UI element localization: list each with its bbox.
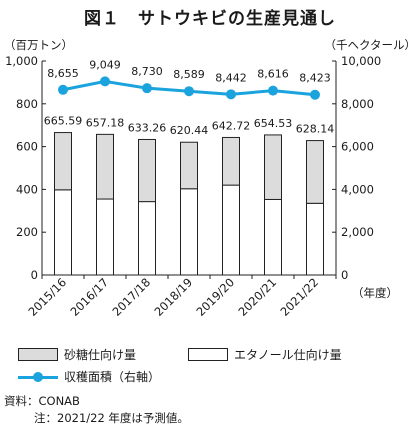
left-tick-label: 600 <box>16 140 38 154</box>
x-tick-label: 2018/19 <box>151 275 195 319</box>
bar-ethanol <box>222 184 240 276</box>
footnote: 注：2021/22 年度は予測値。 <box>34 411 189 425</box>
bar-ethanol <box>264 198 282 276</box>
left-tick-label: 1,000 <box>5 54 38 68</box>
area-point <box>58 84 68 95</box>
x-tick-label: 2021/22 <box>277 275 321 319</box>
area-value-label: 8,616 <box>257 68 289 81</box>
area-point <box>184 86 194 97</box>
sugar-swatch <box>18 348 58 361</box>
area-value-label: 8,442 <box>215 71 247 84</box>
area-point <box>310 89 320 100</box>
bar-sugar <box>138 138 156 203</box>
x-axis-unit: （年度） <box>352 286 398 300</box>
bar-sugar <box>180 141 198 190</box>
ethanol-swatch <box>188 348 228 361</box>
area-point <box>100 76 110 87</box>
left-tick-label: 200 <box>16 225 38 239</box>
bar-total-label: 657.18 <box>86 116 125 129</box>
bar-sugar <box>54 132 72 191</box>
left-tick-label: 0 <box>31 268 38 282</box>
bar-total-label: 654.53 <box>254 117 293 130</box>
bar-sugar <box>96 133 114 200</box>
right-tick-label: 6,000 <box>341 140 374 154</box>
legend-area: 収穫面積（右軸） <box>18 368 160 385</box>
bar-total-label: 665.59 <box>44 115 83 128</box>
area-line-swatch <box>18 371 58 383</box>
x-tick-label: 2016/17 <box>67 275 111 319</box>
area-value-label: 8,730 <box>131 65 163 78</box>
legend-sugar: 砂糖仕向け量 <box>18 346 136 363</box>
bars <box>54 132 324 276</box>
right-tick-label: 10,000 <box>341 54 381 68</box>
bar-total-label: 628.14 <box>296 123 335 136</box>
bar-ethanol <box>96 198 114 276</box>
bar-total-label: 642.72 <box>212 119 251 132</box>
area-value-label: 8,655 <box>47 67 79 80</box>
area-point <box>142 83 152 94</box>
area-value-label: 8,423 <box>299 72 331 85</box>
x-tick-label: 2017/18 <box>109 275 153 319</box>
bar-sugar <box>222 136 240 186</box>
legend-ethanol: エタノール仕向け量 <box>188 346 342 363</box>
right-tick-label: 4,000 <box>341 182 374 196</box>
area-line <box>58 76 320 100</box>
left-tick-label: 800 <box>16 97 38 111</box>
bar-total-label: 633.26 <box>128 121 167 134</box>
chart-title: 図１ サトウキビの生産見通し <box>84 9 336 29</box>
left-axis-unit: （百万トン） <box>4 38 73 52</box>
legend-sugar-label: 砂糖仕向け量 <box>64 348 137 362</box>
area-value-label: 8,589 <box>173 68 205 81</box>
bar-sugar <box>264 134 282 200</box>
legend-ethanol-label: エタノール仕向け量 <box>234 348 342 362</box>
area-point <box>268 85 278 96</box>
legend-area-label: 収穫面積（右軸） <box>64 370 161 384</box>
area-point <box>226 89 236 100</box>
bar-ethanol <box>54 189 72 276</box>
bar-ethanol <box>306 202 324 276</box>
left-tick-label: 400 <box>16 182 38 196</box>
bar-ethanol <box>180 188 198 276</box>
data-labels: 665.59 657.18 633.26 620.44 642.72 654.53 628.… <box>44 58 335 137</box>
right-axis-unit: （千ヘクタール） <box>324 38 416 52</box>
source-note: 資料：CONAB <box>4 394 80 408</box>
area-value-label: 9,049 <box>89 58 121 71</box>
x-tick-label: 2019/20 <box>193 275 237 319</box>
bar-total-label: 620.44 <box>170 124 209 137</box>
right-tick-label: 2,000 <box>341 225 374 239</box>
right-tick-label: 8,000 <box>341 97 374 111</box>
bar-sugar <box>306 140 324 204</box>
right-tick-label: 0 <box>341 268 348 282</box>
bar-ethanol <box>138 201 156 276</box>
x-tick-label: 2020/21 <box>235 275 279 319</box>
